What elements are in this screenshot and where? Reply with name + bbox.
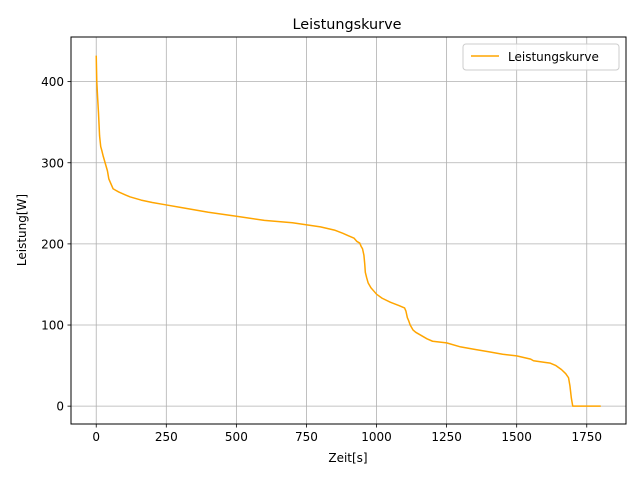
chart-title: Leistungskurve <box>293 17 402 33</box>
y-tick-label: 100 <box>41 319 64 333</box>
series-line <box>95 55 601 407</box>
x-tick-label: 1750 <box>571 430 602 444</box>
x-tick-label: 1500 <box>501 430 532 444</box>
y-axis-title: Leistung[W] <box>15 194 29 266</box>
y-tick-label: 400 <box>41 75 64 89</box>
plot-frame <box>70 36 627 425</box>
x-tick-label: 0 <box>92 430 100 444</box>
x-tick-label: 750 <box>295 430 318 444</box>
legend: Leistungskurve <box>462 43 620 71</box>
x-tick-label: 500 <box>225 430 248 444</box>
grid-lines <box>71 37 626 424</box>
x-tick-label: 1250 <box>431 430 462 444</box>
x-tick-label: 1000 <box>361 430 392 444</box>
y-tick-label: 300 <box>41 156 64 170</box>
legend-box <box>462 43 620 71</box>
series-layer <box>95 55 601 407</box>
x-axis-title: Zeit[s] <box>328 451 367 465</box>
x-tick-label: 250 <box>155 430 178 444</box>
y-tick-label: 200 <box>41 237 64 251</box>
x-axis-ticks: 0 250 500 750 1000 1250 1500 1750 <box>92 424 602 444</box>
y-axis-ticks: 0 100 200 300 400 <box>41 75 71 414</box>
y-tick-label: 0 <box>56 400 64 414</box>
legend-label: Leistungskurve <box>508 50 599 64</box>
